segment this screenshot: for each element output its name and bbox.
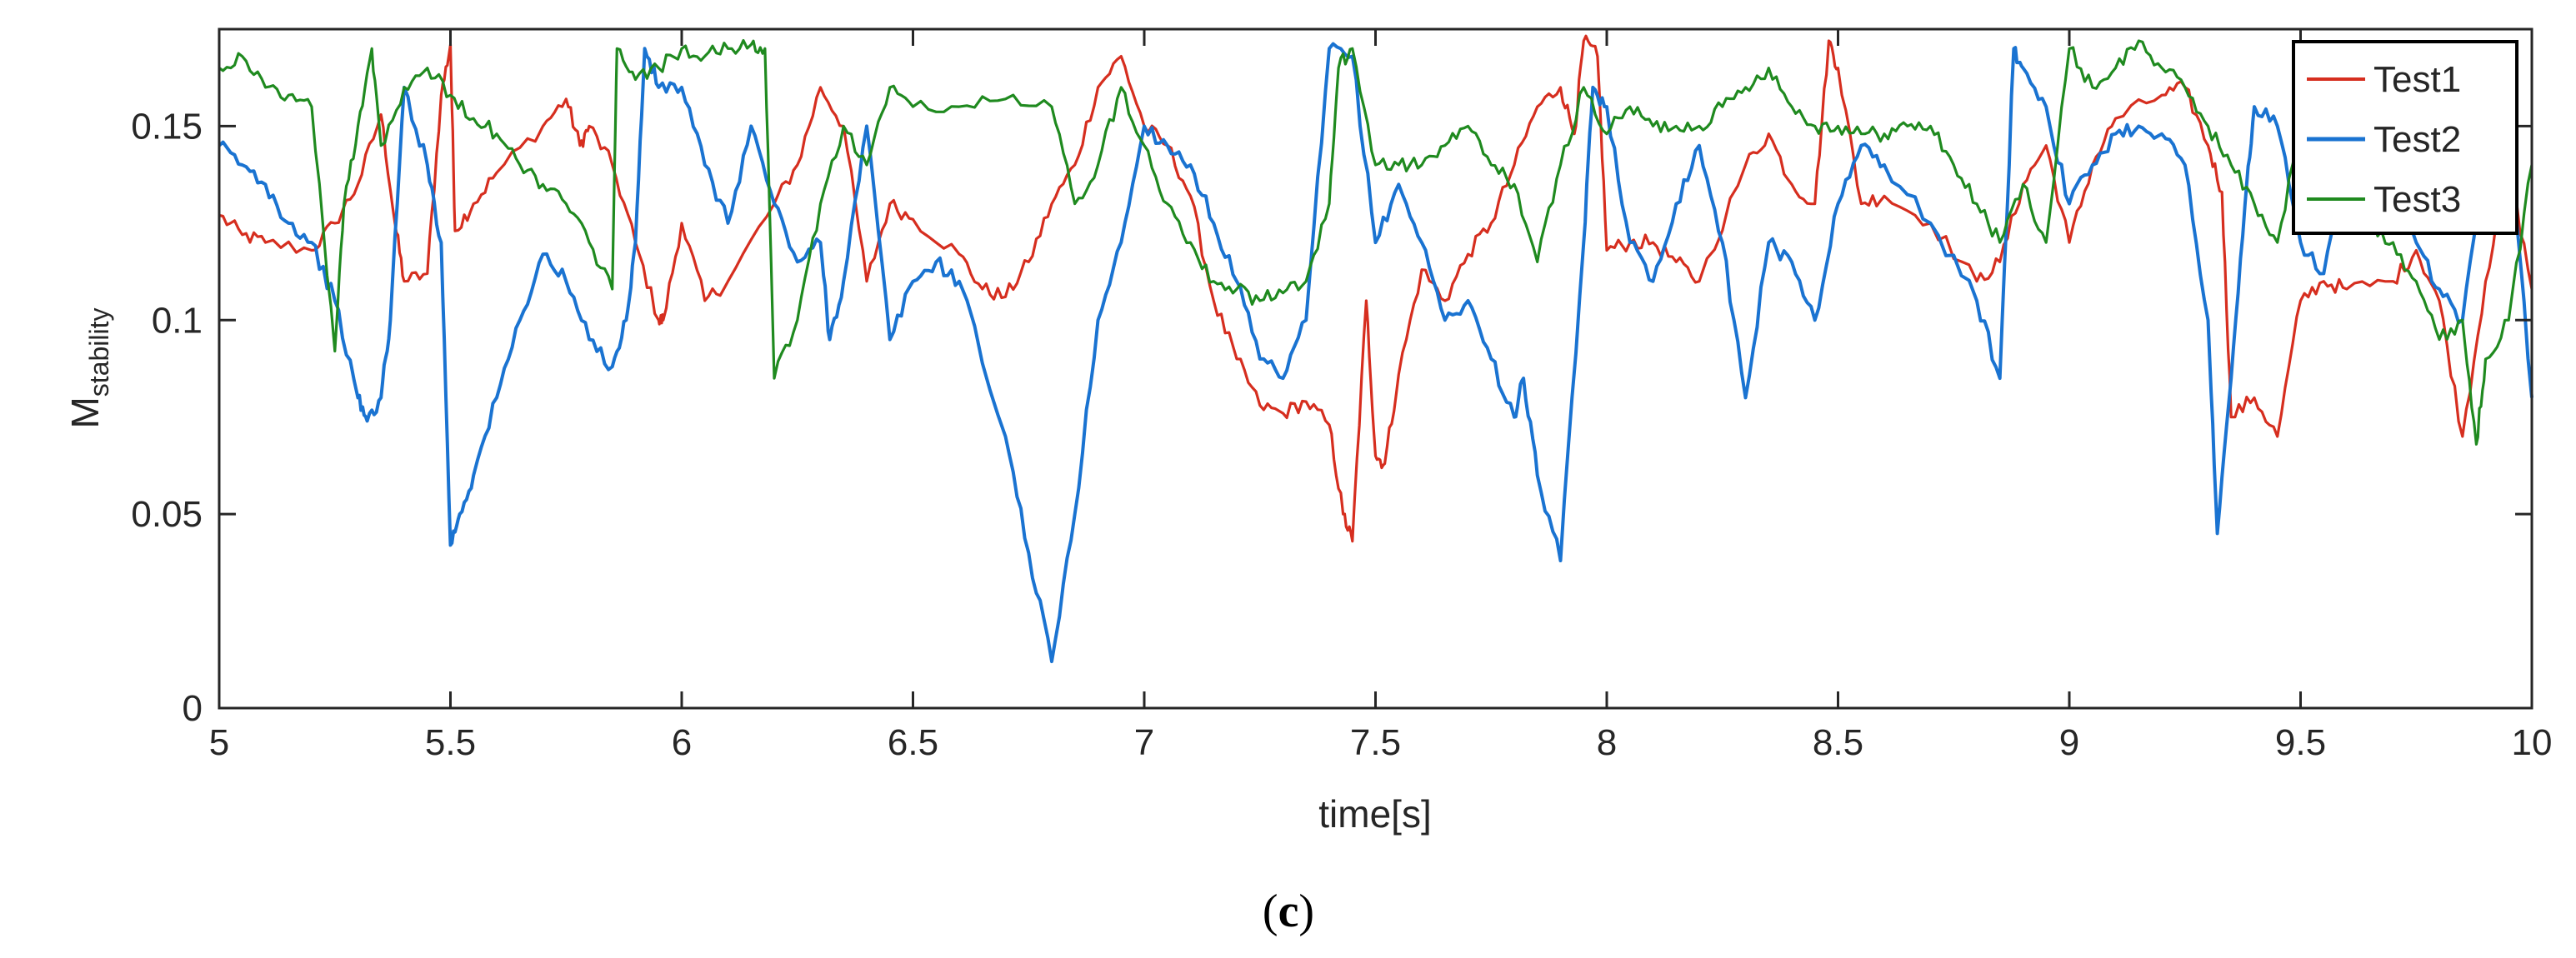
- series-group: [218, 34, 2533, 664]
- series-line-test3: [218, 39, 2533, 446]
- x-tick-label: 9.5: [2275, 722, 2326, 763]
- series-line-test2: [218, 42, 2533, 664]
- y-axis-label: Mstability: [63, 307, 114, 428]
- x-tick-label: 7.5: [1350, 722, 1401, 763]
- x-tick-label: 5.5: [425, 722, 476, 763]
- legend-label-test3: Test3: [2373, 179, 2461, 220]
- x-tick-label: 8: [1597, 722, 1617, 763]
- figure-caption: (c): [1263, 886, 1314, 937]
- x-tick-label: 9: [2059, 722, 2079, 763]
- legend-label-test1: Test1: [2373, 59, 2461, 100]
- x-tick-label: 6.5: [888, 722, 938, 763]
- legend-label-test2: Test2: [2373, 119, 2461, 160]
- caption-close-paren: ): [1298, 886, 1314, 937]
- legend: Test1 Test2 Test3: [2292, 40, 2518, 235]
- x-axis-label: time[s]: [1318, 792, 1431, 836]
- y-axis: 0 0.05 0.1 0.15: [131, 106, 2532, 729]
- y-axis-label-sub: stability: [84, 307, 114, 397]
- x-tick-label: 10: [2512, 722, 2553, 763]
- series-line-test1: [218, 34, 2533, 543]
- x-axis: 5 5.5 6 6.5 7 7.5 8 8.5 9 9.5 10: [209, 29, 2553, 763]
- y-axis-label-main: M: [63, 397, 107, 428]
- x-tick-label: 5: [209, 722, 229, 763]
- plot-area: [219, 29, 2532, 708]
- x-tick-label: 8.5: [1813, 722, 1863, 763]
- x-tick-label: 6: [672, 722, 692, 763]
- caption-open-paren: (: [1263, 886, 1278, 937]
- y-tick-label: 0.1: [152, 300, 203, 341]
- caption-letter: c: [1278, 886, 1299, 937]
- y-tick-label: 0.05: [131, 494, 203, 535]
- x-tick-label: 7: [1134, 722, 1154, 763]
- y-tick-label: 0: [183, 688, 203, 729]
- y-tick-label: 0.15: [131, 106, 203, 147]
